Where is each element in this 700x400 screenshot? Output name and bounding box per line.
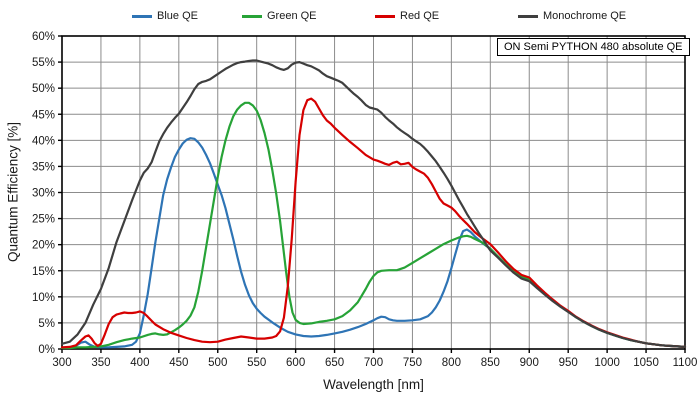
legend-dash-icon — [375, 14, 395, 18]
legend-dash-icon — [132, 14, 152, 18]
y-tick-label: 60% — [32, 31, 55, 43]
x-tick-label: 950 — [559, 357, 578, 369]
x-tick-label: 800 — [442, 357, 461, 369]
legend-label: Monochrome QE — [543, 10, 627, 22]
x-tick-label: 650 — [325, 357, 344, 369]
x-tick-label: 900 — [520, 357, 539, 369]
y-tick-label: 15% — [32, 266, 55, 278]
x-tick-label: 750 — [403, 357, 422, 369]
legend-dash-icon — [518, 14, 538, 18]
y-tick-label: 0% — [38, 344, 55, 356]
series-line-monochrome-qe — [60, 59, 687, 348]
x-tick-label: 700 — [364, 357, 383, 369]
y-tick-label: 20% — [32, 240, 55, 252]
x-tick-label: 600 — [286, 357, 305, 369]
x-tick-label: 300 — [52, 357, 71, 369]
y-tick-label: 55% — [32, 57, 55, 69]
x-tick-label: 500 — [208, 357, 227, 369]
x-tick-label: 1100 — [673, 357, 698, 369]
legend-item-blue-qe: Blue QE — [132, 10, 198, 22]
x-tick-label: 1000 — [594, 357, 620, 369]
legend-item-green-qe: Green QE — [242, 10, 317, 22]
x-tick-label: 350 — [91, 357, 110, 369]
y-axis-title: Quantum Efficiency [%] — [5, 121, 21, 263]
x-tick-label: 550 — [247, 357, 266, 369]
y-tick-label: 45% — [32, 109, 55, 121]
legend: Blue QE Green QE Red QE Monochrome QE — [0, 0, 700, 24]
legend-item-monochrome-qe: Monochrome QE — [518, 10, 626, 22]
x-tick-label: 450 — [169, 357, 188, 369]
x-tick-label: 850 — [481, 357, 500, 369]
y-tick-label: 10% — [32, 292, 55, 304]
legend-label: Blue QE — [157, 10, 198, 22]
y-tick-label: 30% — [32, 188, 55, 200]
legend-dash-icon — [242, 14, 262, 18]
y-tick-label: 50% — [32, 83, 55, 95]
y-tick-label: 5% — [38, 318, 55, 330]
legend-label: Green QE — [267, 10, 317, 22]
x-tick-label: 400 — [130, 357, 149, 369]
y-tick-label: 25% — [32, 214, 55, 226]
x-axis-title: Wavelength [nm] — [323, 377, 424, 392]
x-tick-label: 1050 — [633, 357, 659, 369]
y-tick-label: 35% — [32, 161, 55, 173]
annotation-box: ON Semi PYTHON 480 absolute QE — [497, 38, 690, 56]
legend-label: Red QE — [400, 10, 440, 22]
series-line-red-qe — [60, 97, 687, 349]
legend-item-red-qe: Red QE — [375, 10, 439, 22]
y-tick-label: 40% — [32, 135, 55, 147]
